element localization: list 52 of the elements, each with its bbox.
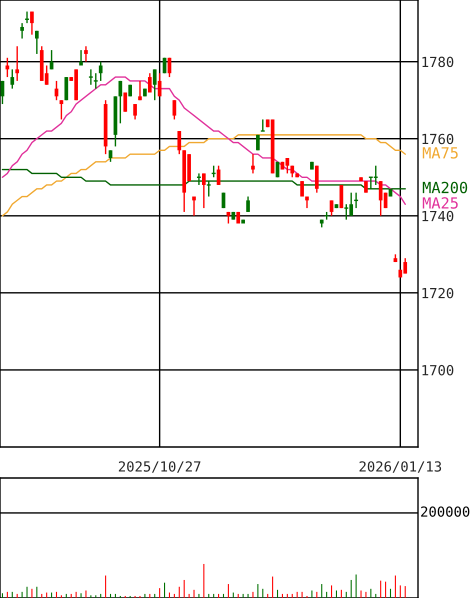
series-label: MA75 bbox=[422, 147, 458, 159]
candlestick bbox=[314, 165, 319, 194]
candlestick bbox=[373, 165, 378, 186]
candlestick bbox=[216, 165, 220, 186]
candlestick bbox=[192, 196, 196, 216]
candlestick bbox=[158, 72, 162, 98]
y-tick-label: 1740 bbox=[422, 210, 454, 222]
candlestick bbox=[246, 196, 250, 213]
candlestick bbox=[0, 80, 4, 105]
candlestick bbox=[344, 204, 349, 220]
candlestick bbox=[64, 76, 68, 101]
candlestick bbox=[330, 200, 334, 216]
candlestick bbox=[30, 10, 34, 36]
candlestick bbox=[60, 99, 64, 120]
candlestick bbox=[10, 68, 14, 90]
candlestick bbox=[222, 192, 226, 209]
candlestick bbox=[152, 68, 157, 101]
text: 200000 bbox=[421, 506, 470, 517]
candlestick bbox=[276, 161, 280, 178]
candlestick bbox=[148, 72, 152, 94]
candlestick bbox=[93, 72, 98, 90]
y-tick-label: 1760 bbox=[422, 134, 454, 144]
candlestick bbox=[251, 153, 255, 174]
candlestick bbox=[172, 99, 176, 120]
candlestick bbox=[79, 49, 83, 66]
y-tick-label: 1700 bbox=[422, 364, 454, 376]
candlestick bbox=[54, 80, 58, 101]
candlestick bbox=[6, 57, 10, 78]
candlestick bbox=[98, 60, 103, 82]
candlestick bbox=[20, 22, 24, 40]
candlestick bbox=[34, 30, 39, 55]
candlestick bbox=[118, 80, 122, 124]
y-tick-label: 1720 bbox=[422, 288, 454, 298]
x-tick-label: 2026/01/13 bbox=[360, 461, 442, 473]
line-series bbox=[2, 76, 406, 205]
y-tick-label: 1780 bbox=[422, 56, 454, 68]
x-tick-label: 2025/10/27 bbox=[118, 461, 200, 473]
candlestick bbox=[133, 103, 137, 120]
candlestick bbox=[50, 49, 54, 70]
candlestick bbox=[202, 172, 206, 209]
candlestick bbox=[168, 57, 172, 78]
candlestick bbox=[84, 46, 88, 62]
series-label: MA25 bbox=[422, 197, 458, 209]
candlestick bbox=[123, 92, 128, 112]
candlestick bbox=[211, 165, 216, 178]
candlestick bbox=[300, 180, 304, 198]
candlestick bbox=[290, 165, 294, 178]
candlestick bbox=[177, 130, 182, 155]
series-label: MA200 bbox=[422, 182, 468, 194]
candlestick bbox=[256, 134, 260, 151]
candlestick bbox=[305, 196, 309, 209]
candlestick bbox=[138, 80, 142, 101]
